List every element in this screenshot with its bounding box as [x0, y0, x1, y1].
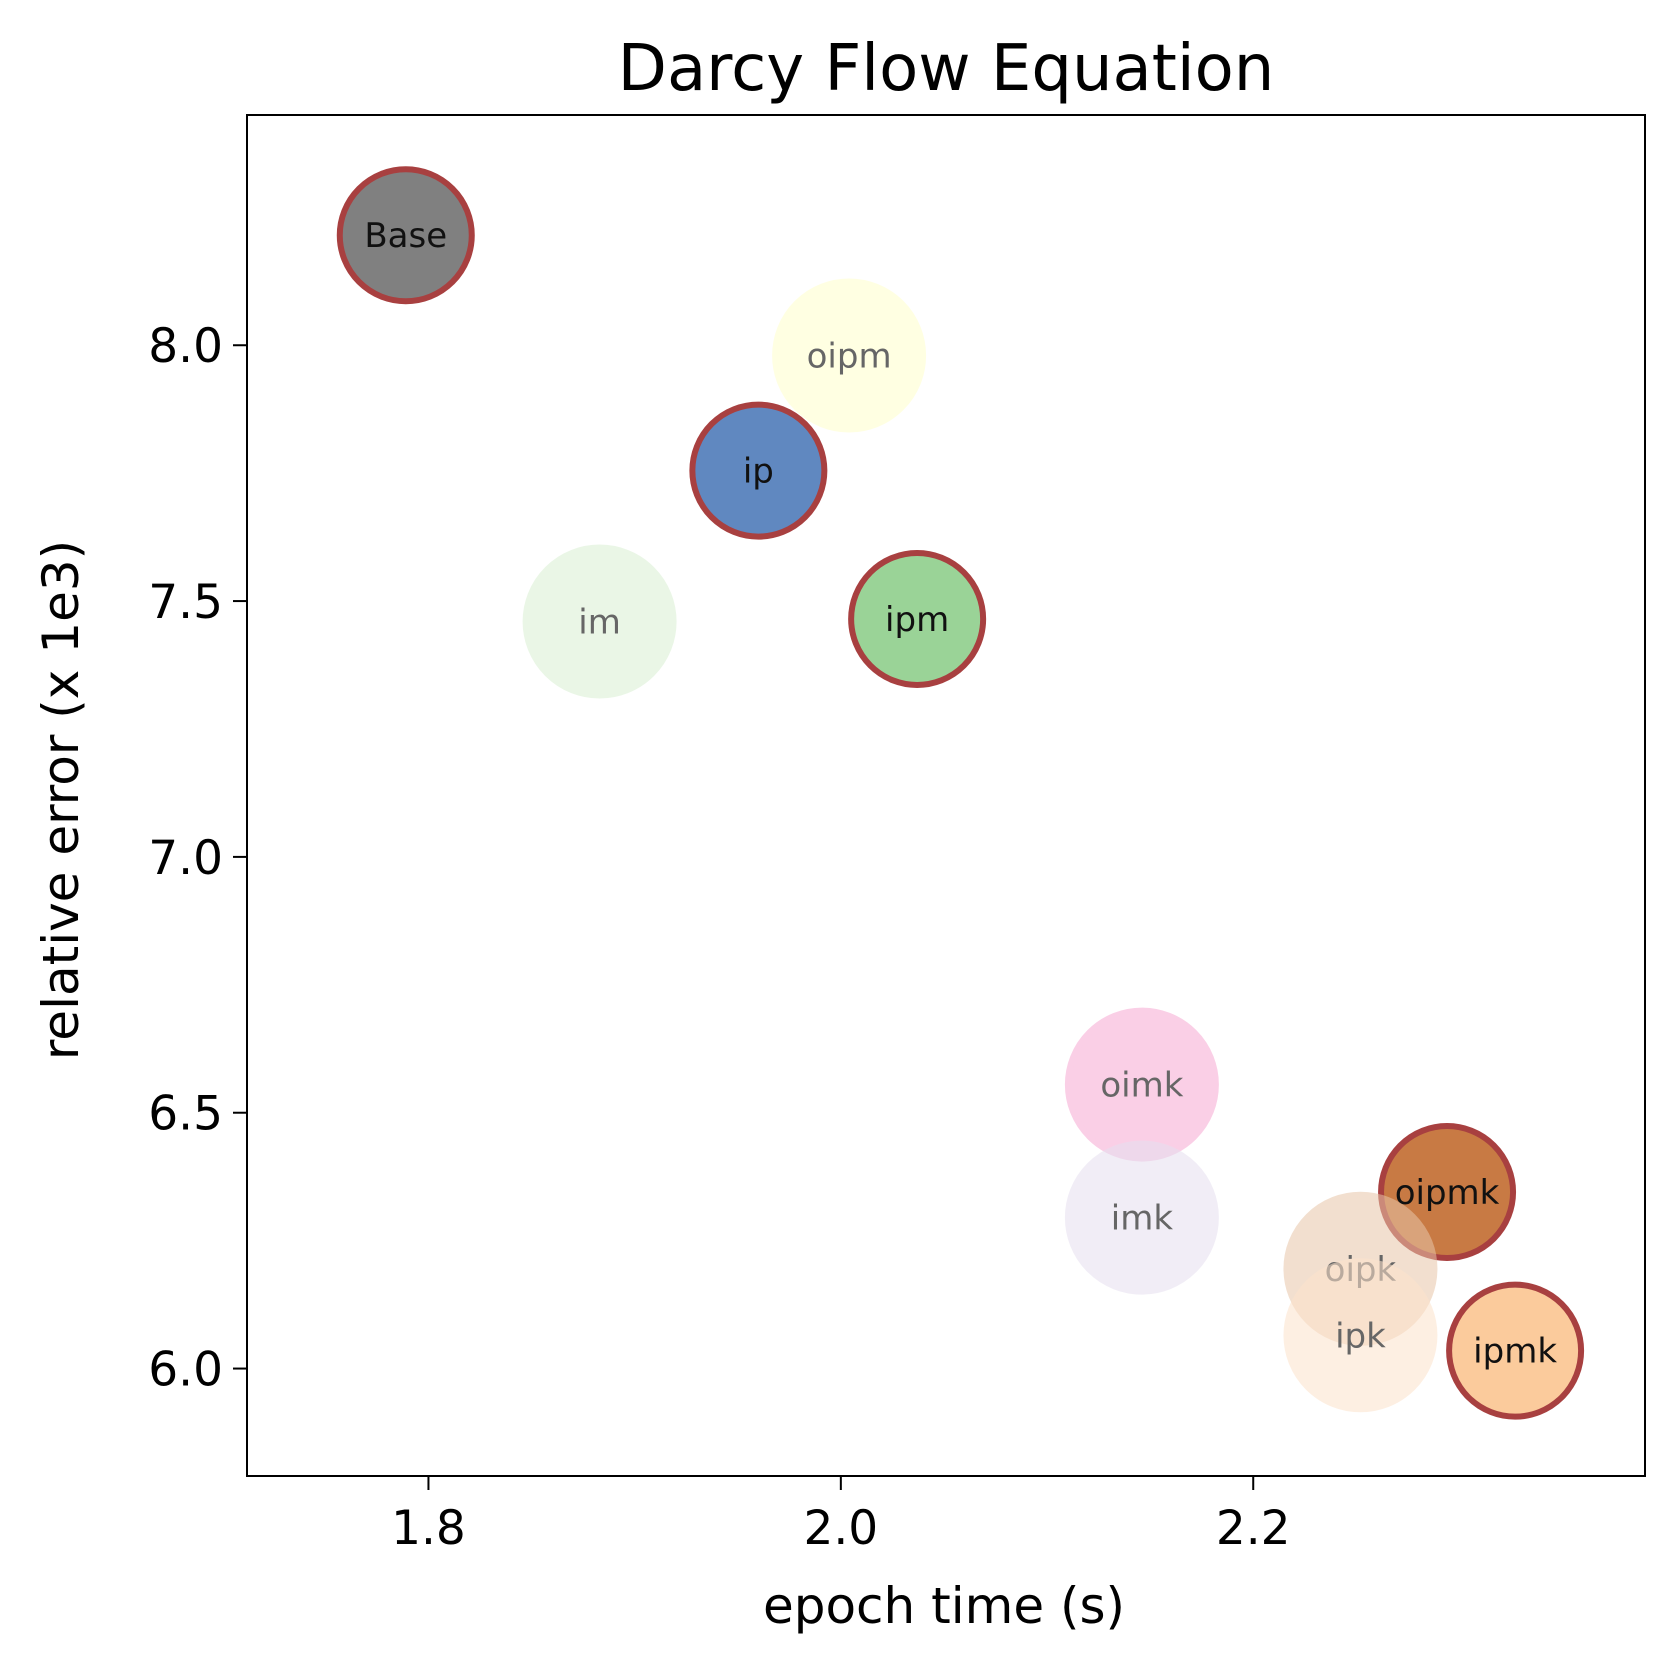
point-label: ipm	[885, 600, 949, 640]
x-tick-label: 2.2	[1216, 1501, 1291, 1556]
x-tick-label: 2.0	[803, 1501, 878, 1556]
point-label: oimk	[1100, 1066, 1183, 1106]
y-axis-label: relative error (x 1e3)	[32, 540, 90, 1060]
point-label: imk	[1111, 1199, 1174, 1239]
point-marker	[772, 278, 927, 433]
data-point-ipm: ipm	[848, 549, 987, 688]
y-tick-label: 7.5	[148, 575, 223, 630]
point-label: oipmk	[1395, 1173, 1500, 1213]
point-marker	[522, 544, 677, 699]
data-point-oipmk: oipmk	[1378, 1123, 1517, 1262]
data-point-oimk: oimk	[1064, 1007, 1219, 1162]
point-marker	[1446, 1281, 1585, 1420]
point-marker	[1283, 1258, 1438, 1413]
point-marker	[689, 401, 828, 540]
x-axis: 1.8 2.0 2.2	[391, 1476, 1291, 1556]
point-label: Base	[364, 216, 447, 256]
data-point-imk: imk	[1064, 1140, 1219, 1295]
point-marker	[848, 549, 987, 688]
plot-area: Baseoipmipimipmoimkimkoipmkoipkipkipmk	[336, 166, 1585, 1420]
point-label: ipk	[1335, 1316, 1386, 1356]
data-point-Base: Base	[336, 166, 475, 305]
point-label: im	[578, 603, 621, 643]
point-marker	[336, 166, 475, 305]
data-point-im: im	[522, 544, 677, 699]
data-point-ipmk: ipmk	[1446, 1281, 1585, 1420]
data-point-ip: ip	[689, 401, 828, 540]
y-tick-label: 6.0	[148, 1343, 223, 1398]
data-point-oipm: oipm	[772, 278, 927, 433]
plot-frame	[246, 114, 1646, 1477]
point-label: ipmk	[1473, 1332, 1557, 1372]
chart-title: Darcy Flow Equation	[618, 32, 1275, 106]
y-axis: 6.0 6.5 7.0 7.5 8.0	[148, 319, 247, 1398]
x-axis-label: epoch time (s)	[763, 1577, 1125, 1635]
y-tick-label: 6.5	[148, 1087, 223, 1142]
data-point-ipk: ipk	[1283, 1258, 1438, 1413]
point-label: ip	[743, 452, 774, 492]
y-tick-label: 7.0	[148, 831, 223, 886]
y-tick-label: 8.0	[148, 319, 223, 374]
point-marker	[1064, 1140, 1219, 1295]
point-label: oipm	[807, 336, 892, 376]
x-tick-label: 1.8	[391, 1501, 466, 1556]
